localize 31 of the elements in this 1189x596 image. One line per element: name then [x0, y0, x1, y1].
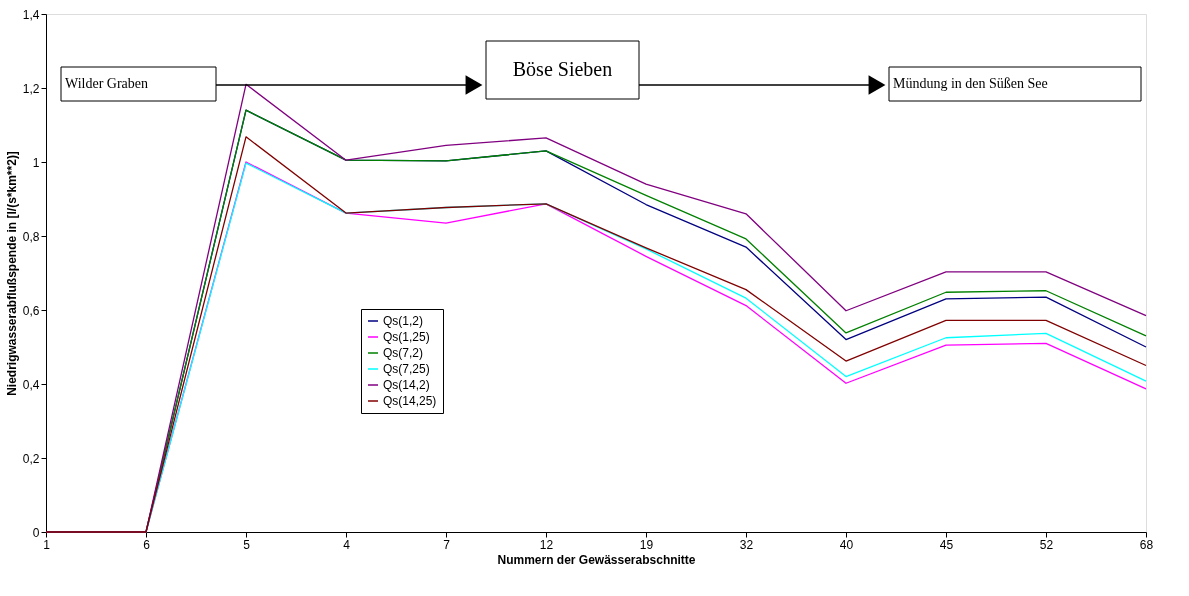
y-tick-label: 0,6 — [22, 303, 40, 318]
legend-label: Qs(7,2) — [383, 346, 424, 360]
legend-label: Qs(14,25) — [383, 394, 437, 408]
x-tick-label: 1 — [43, 537, 51, 552]
x-tick-label: 6 — [143, 537, 151, 552]
y-tick-label: 1,2 — [22, 81, 40, 96]
x-tick-label: 68 — [1139, 537, 1154, 552]
annotation: Wilder Graben — [65, 76, 149, 91]
x-tick-label: 7 — [443, 537, 451, 552]
y-tick-label: 0,2 — [22, 451, 40, 466]
x-tick-label: 4 — [343, 537, 351, 552]
legend-label: Qs(14,2) — [383, 378, 430, 392]
x-tick-label: 32 — [739, 537, 754, 552]
legend-label: Qs(1,25) — [383, 330, 430, 344]
legend-label: Qs(1,2) — [383, 314, 424, 328]
x-tick-label: 19 — [639, 537, 654, 552]
y-tick-label: 0,4 — [22, 377, 40, 392]
y-tick-label: 0,8 — [22, 229, 40, 244]
y-axis-title: Niedrigwasserabflußspende in [l/(s*km**2)] — [4, 151, 19, 396]
annotation: Böse Sieben — [512, 58, 613, 80]
x-tick-label: 12 — [539, 537, 554, 552]
x-tick-label: 52 — [1039, 537, 1054, 552]
annotation: Mündung in den Süßen See — [893, 76, 1048, 91]
y-tick-label: 0 — [32, 525, 40, 540]
y-tick-label: 1,4 — [22, 7, 40, 22]
x-tick-label: 40 — [839, 537, 854, 552]
legend-label: Qs(7,25) — [383, 362, 430, 376]
x-tick-label: 5 — [243, 537, 251, 552]
x-tick-label: 45 — [939, 537, 954, 552]
x-axis-title: Nummern der Gewässerabschnitte — [497, 552, 696, 567]
y-tick-label: 1 — [32, 155, 40, 170]
